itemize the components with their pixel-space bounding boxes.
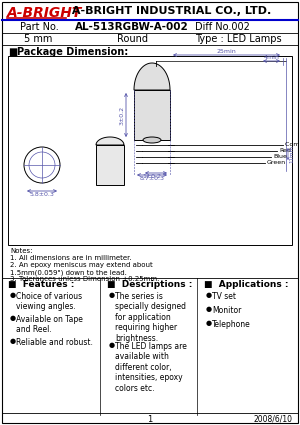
Text: Type : LED Lamps: Type : LED Lamps — [195, 34, 281, 44]
Text: TV set: TV set — [212, 292, 236, 301]
Text: Green: Green — [267, 161, 286, 165]
Text: The LED lamps are
available with
different color,
intensities, epoxy
colors etc.: The LED lamps are available with differe… — [115, 342, 187, 393]
Text: 11mm: 11mm — [289, 145, 294, 163]
Text: 25min: 25min — [217, 49, 236, 54]
PathPatch shape — [134, 63, 170, 90]
Text: ●: ● — [206, 292, 212, 298]
Text: The series is
specially designed
for application
requiring higher
brightness.: The series is specially designed for app… — [115, 292, 186, 343]
Text: Reliable and robust.: Reliable and robust. — [16, 338, 93, 347]
Text: Package Dimension:: Package Dimension: — [17, 47, 128, 57]
Bar — [134, 90, 170, 140]
Text: A-BRIGHT INDUSTRIAL CO., LTD.: A-BRIGHT INDUSTRIAL CO., LTD. — [68, 6, 271, 16]
Text: Telephone: Telephone — [212, 320, 251, 329]
Text: ●: ● — [10, 292, 16, 298]
Text: 3±0.2: 3±0.2 — [120, 105, 125, 125]
Ellipse shape — [143, 137, 161, 143]
Text: 1.5mm(0.059") down to the lead.: 1.5mm(0.059") down to the lead. — [10, 269, 127, 275]
Text: Blue: Blue — [273, 155, 287, 159]
Text: Common Anode: Common Anode — [285, 142, 300, 147]
Text: 5 mm: 5 mm — [24, 34, 52, 44]
Text: Choice of various
viewing angles.: Choice of various viewing angles. — [16, 292, 82, 312]
Text: Notes:: Notes: — [10, 248, 32, 254]
Text: 1±0.2: 1±0.2 — [142, 174, 161, 179]
Polygon shape — [96, 137, 124, 145]
Text: 3. Tolerances unless Dimension ±0.25mm.: 3. Tolerances unless Dimension ±0.25mm. — [10, 276, 159, 282]
Text: ●: ● — [10, 338, 16, 344]
Bar — [8, 56, 292, 245]
Text: 8.7±0.3: 8.7±0.3 — [140, 176, 164, 181]
Text: 5.8±0.3: 5.8±0.3 — [30, 192, 54, 197]
Text: Monitor: Monitor — [212, 306, 242, 315]
Text: A-BRIGHT: A-BRIGHT — [7, 6, 82, 20]
Text: Available on Tape
and Reel.: Available on Tape and Reel. — [16, 315, 83, 334]
Text: 1: 1 — [147, 415, 153, 424]
Text: Round: Round — [116, 34, 148, 44]
Text: 4min: 4min — [264, 55, 279, 60]
Text: ●: ● — [206, 306, 212, 312]
Text: ■: ■ — [8, 47, 17, 57]
Text: ■  Descriptions :: ■ Descriptions : — [107, 280, 192, 289]
Text: ●: ● — [109, 292, 115, 298]
Text: ■  Applications :: ■ Applications : — [204, 280, 289, 289]
Text: 1. All dimensions are in millimeter.: 1. All dimensions are in millimeter. — [10, 255, 132, 261]
Text: ●: ● — [109, 342, 115, 348]
Text: Part No.: Part No. — [20, 22, 59, 32]
Text: ■  Features :: ■ Features : — [8, 280, 74, 289]
Bar — [96, 145, 124, 185]
Text: Diff No.002: Diff No.002 — [195, 22, 250, 32]
Text: 2008/6/10: 2008/6/10 — [254, 415, 293, 424]
Text: AL-513RGBW-A-002: AL-513RGBW-A-002 — [75, 22, 189, 32]
Text: ●: ● — [10, 315, 16, 321]
Text: Red: Red — [279, 148, 291, 153]
Text: ●: ● — [206, 320, 212, 326]
Text: 2. An epoxy meniscus may extend about: 2. An epoxy meniscus may extend about — [10, 262, 153, 268]
